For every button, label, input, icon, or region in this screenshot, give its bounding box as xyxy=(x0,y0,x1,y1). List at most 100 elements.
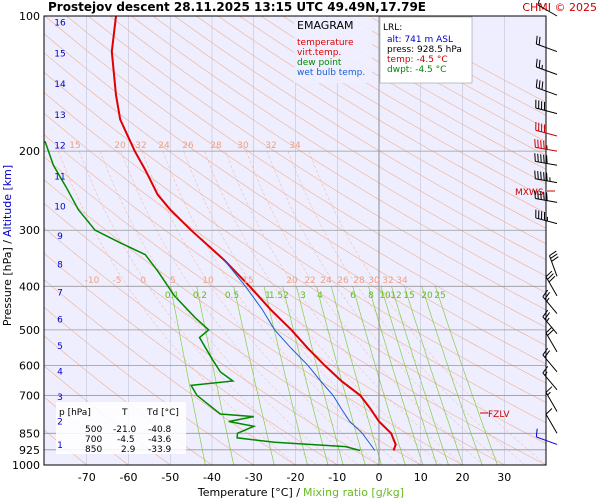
table-header-pressure: p [hPa] xyxy=(59,408,91,418)
mxws-marker: MXWS xyxy=(515,188,555,198)
wind-barb-flag xyxy=(534,190,536,199)
pressure-tick-label: 100 xyxy=(19,10,40,23)
wind-barb-flag xyxy=(543,172,545,181)
wind-barb-staff xyxy=(542,372,558,391)
level-table: p [hPa] T Td [°C] 500 -21.0 -40.8 700 -4… xyxy=(56,402,186,455)
mixing-ratio-label: 0.5 xyxy=(225,291,239,301)
table-row: 850 xyxy=(85,445,102,455)
lrl-temperature: temp: -4.5 °C xyxy=(387,55,448,65)
altitude-tick-label: 15 xyxy=(54,49,65,59)
fzlv-label: FZLV xyxy=(488,410,510,420)
mixing-ratio-label: 0.1 xyxy=(165,291,179,301)
mixing-ratio-label: 3 xyxy=(300,291,306,301)
lrl-title: LRL: xyxy=(383,23,402,33)
wind-barb-staff xyxy=(542,316,558,335)
wind-barb xyxy=(535,79,558,96)
wind-barb-flag xyxy=(546,155,548,164)
altitude-tick-label: 5 xyxy=(57,342,63,352)
wind-barb-flag xyxy=(543,191,545,201)
wind-barb-flag xyxy=(545,408,553,415)
wind-barb-staff xyxy=(535,129,558,137)
adiabat-label: 20 xyxy=(286,276,298,286)
moist-adiabat-line xyxy=(141,151,380,465)
adiabat-label: -10 xyxy=(85,276,100,286)
wind-barb-flag xyxy=(545,326,553,334)
y-axis-title: Pressure [hPa] / Altitude [km] xyxy=(1,165,14,326)
mixing-ratio-label: 1.5 xyxy=(269,291,283,301)
altitude-tick-label: 4 xyxy=(57,368,63,378)
wind-barb-flag xyxy=(546,172,548,181)
wind-barb xyxy=(534,170,558,184)
wind-barb-flag xyxy=(544,292,551,300)
table-row: -21.0 xyxy=(113,425,137,435)
altitude-tick-label: 2 xyxy=(57,417,63,427)
altitude-tick-label: 1 xyxy=(57,441,63,451)
mixing-ratio-label: 6 xyxy=(350,291,356,301)
legend-item-temperature: temperature xyxy=(297,38,354,48)
dry-adiabat-line xyxy=(239,16,546,199)
wind-barb-staff xyxy=(549,255,558,277)
wind-barb-flag xyxy=(535,79,538,88)
wind-barb-flag xyxy=(543,140,545,149)
adiabat-label: 32 xyxy=(265,141,276,151)
x-tick-label: -20 xyxy=(287,471,305,484)
adiabat-label: 22 xyxy=(304,276,315,286)
dry-adiabat-line xyxy=(44,71,546,403)
pressure-tick-label: 400 xyxy=(19,280,40,293)
wind-barb-flag xyxy=(549,250,557,257)
wind-barb xyxy=(549,250,559,277)
altitude-tick-label: 10 xyxy=(54,203,66,213)
x-tick-label: 10 xyxy=(414,471,428,484)
mxws-label: MXWS xyxy=(515,188,544,198)
adiabat-label: 34 xyxy=(396,276,408,286)
x-tick-label: 0 xyxy=(376,471,383,484)
x-tick-label: -60 xyxy=(120,471,138,484)
adiabat-label: 20 xyxy=(114,141,126,151)
wind-barb-half-flag xyxy=(544,371,548,376)
table-row: 2.9 xyxy=(121,445,136,455)
adiabat-label: 28 xyxy=(210,141,222,151)
wind-barb-flag xyxy=(540,191,542,200)
wind-barb-flag xyxy=(544,312,551,320)
adiabat-label: 24 xyxy=(320,276,332,286)
adiabat-label: 32 xyxy=(382,276,393,286)
wind-barb-flag xyxy=(540,154,542,163)
wind-barb xyxy=(545,386,558,412)
wind-barb-staff xyxy=(535,217,558,225)
mixing-ratio-label: 2 xyxy=(283,291,289,301)
wind-barb-flag xyxy=(537,0,540,6)
adiabat-label: 34 xyxy=(289,141,301,151)
mixing-ratio-label: 15 xyxy=(403,291,414,301)
table-row: 500 xyxy=(85,425,102,435)
wind-barb-flag xyxy=(547,273,554,280)
dry-adiabat-line xyxy=(88,16,546,311)
fzlv-marker: FZLV xyxy=(480,410,510,420)
pressure-tick-label: 600 xyxy=(19,359,40,372)
plot-frame xyxy=(43,15,547,466)
adiabat-label: 5 xyxy=(170,276,176,286)
moist-adiabat-line xyxy=(162,151,401,465)
adiabat-label: 26 xyxy=(182,141,194,151)
mixing-ratio-label: 0.2 xyxy=(193,291,207,301)
dry-adiabat-line xyxy=(174,16,546,245)
wind-barb-half-flag xyxy=(546,317,550,322)
grid-layer xyxy=(44,16,546,465)
lrl-pressure: press: 928.5 hPa xyxy=(387,45,462,55)
dry-adiabat-line xyxy=(44,52,546,384)
wind-barb xyxy=(535,428,558,445)
wind-barb-flag xyxy=(535,35,538,45)
moist-adiabat-line xyxy=(78,151,317,465)
wind-barb xyxy=(545,270,558,297)
adiabat-label: 24 xyxy=(158,141,170,151)
wind-barb xyxy=(542,347,558,373)
x-tick-label: -10 xyxy=(328,471,346,484)
wind-barb xyxy=(542,309,558,335)
wind-barb-staff xyxy=(536,436,558,445)
moist-adiabat-line xyxy=(204,151,442,465)
moist-adiabat-line xyxy=(245,151,484,465)
pressure-tick-label: 925 xyxy=(19,444,40,457)
wind-barb xyxy=(545,326,558,353)
dry-adiabat-line xyxy=(131,16,546,277)
x-tick-label: -50 xyxy=(161,471,179,484)
